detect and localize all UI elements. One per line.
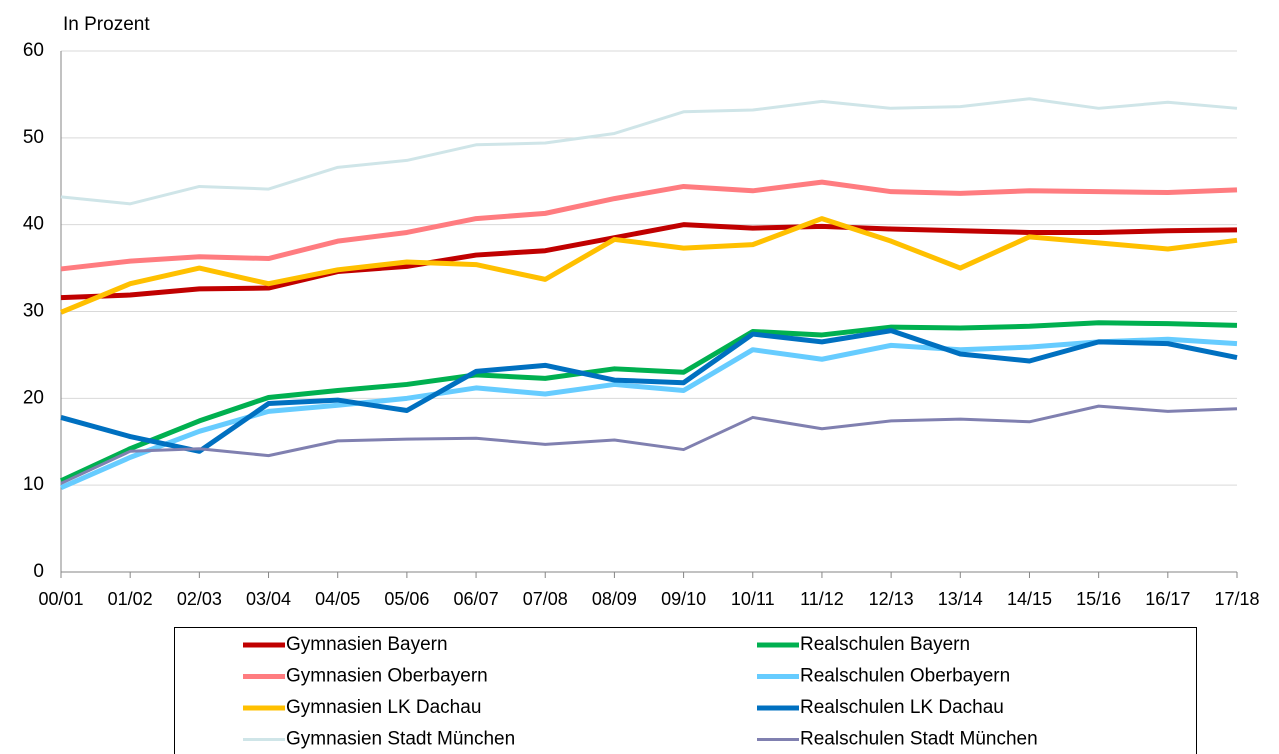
- x-tick-label: 16/17: [1145, 589, 1190, 609]
- y-tick-label: 20: [23, 387, 44, 408]
- x-tick-label: 04/05: [315, 589, 360, 609]
- series-line: [60, 97, 1238, 206]
- x-tick-label: 12/13: [869, 589, 914, 609]
- x-tick-label: 03/04: [246, 589, 291, 609]
- x-tick-label: 06/07: [454, 589, 499, 609]
- x-tick-label: 00/01: [38, 589, 83, 609]
- y-tick-label: 50: [23, 127, 44, 148]
- y-tick-label: 30: [23, 301, 44, 322]
- x-tick-label: 15/16: [1076, 589, 1121, 609]
- x-tick-label: 08/09: [592, 589, 637, 609]
- x-tick-label: 05/06: [384, 589, 429, 609]
- legend-label: Gymnasien Bayern: [286, 634, 448, 655]
- x-tick-label: 07/08: [523, 589, 568, 609]
- series-line: [60, 216, 1238, 315]
- x-tick-label: 11/12: [800, 589, 844, 609]
- legend-label: Gymnasien Stadt München: [286, 729, 515, 750]
- legend-label: Gymnasien LK Dachau: [286, 697, 481, 718]
- series-line: [59, 320, 1238, 484]
- y-tick-label: 10: [23, 474, 44, 495]
- series-line: [60, 328, 1238, 454]
- x-tick-label: 10/11: [731, 589, 775, 609]
- legend-box: [174, 627, 1197, 754]
- x-tick-label: 14/15: [1007, 589, 1052, 609]
- series-line: [60, 179, 1238, 272]
- legend-label: Realschulen Bayern: [800, 634, 970, 655]
- series-line: [60, 404, 1238, 485]
- x-tick-label: 02/03: [177, 589, 222, 609]
- series-line: [60, 222, 1238, 301]
- y-tick-label: 60: [23, 40, 44, 61]
- legend-label: Realschulen Stadt München: [800, 729, 1038, 750]
- x-tick-label: 09/10: [661, 589, 706, 609]
- series-line: [59, 336, 1238, 491]
- x-tick-label: 13/14: [938, 589, 983, 609]
- x-tick-label: 01/02: [108, 589, 153, 609]
- x-tick-label: 17/18: [1214, 589, 1259, 609]
- legend-label: Realschulen LK Dachau: [800, 697, 1004, 718]
- y-tick-label: 0: [33, 561, 44, 582]
- y-axis-label: In Prozent: [63, 14, 150, 35]
- y-tick-label: 40: [23, 214, 44, 235]
- legend-label: Realschulen Oberbayern: [800, 666, 1010, 687]
- legend-label: Gymnasien Oberbayern: [286, 666, 488, 687]
